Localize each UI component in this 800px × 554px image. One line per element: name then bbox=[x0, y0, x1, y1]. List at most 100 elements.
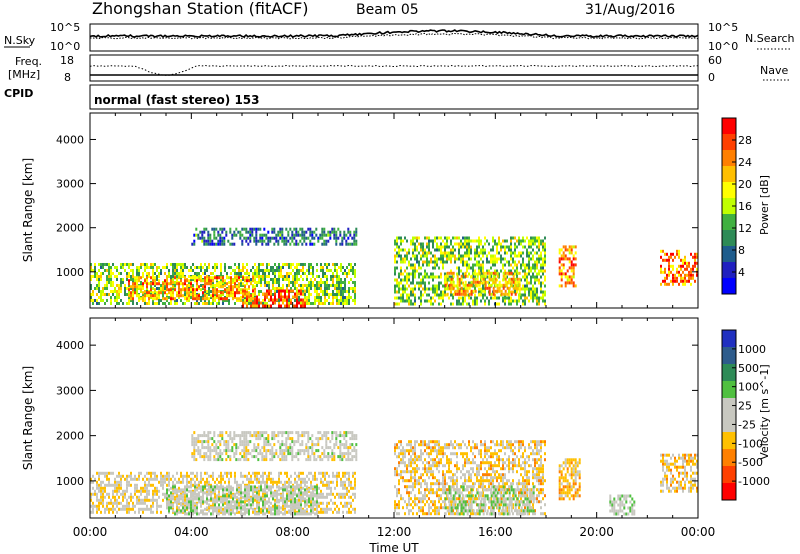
heatmap-cell bbox=[502, 263, 504, 267]
heatmap-cell bbox=[456, 289, 459, 293]
heatmap-cell bbox=[136, 302, 138, 305]
heatmap-cell bbox=[254, 304, 256, 308]
heatmap-cell bbox=[286, 287, 288, 290]
heatmap-cell bbox=[215, 446, 218, 450]
heatmap-cell bbox=[238, 501, 240, 505]
heatmap-cell bbox=[116, 266, 118, 269]
heatmap-cell bbox=[333, 236, 336, 240]
heatmap-cell bbox=[228, 506, 230, 510]
heatmap-cell bbox=[464, 254, 466, 258]
heatmap-cell bbox=[400, 254, 402, 258]
heatmap-cell bbox=[282, 485, 284, 489]
heatmap-cell bbox=[208, 483, 210, 487]
heatmap-cell bbox=[204, 512, 206, 516]
heatmap-cell bbox=[350, 278, 352, 281]
heatmap-cell bbox=[316, 299, 318, 302]
heatmap-cell bbox=[272, 480, 274, 484]
heatmap-cell bbox=[426, 260, 428, 264]
heatmap-cell bbox=[470, 257, 472, 261]
heatmap-cell bbox=[268, 497, 270, 501]
heatmap-cell bbox=[106, 299, 108, 302]
heatmap-cell bbox=[278, 500, 280, 504]
heatmap-cell bbox=[278, 272, 280, 275]
heatmap-cell bbox=[446, 278, 448, 282]
heatmap-cell bbox=[348, 471, 350, 475]
heatmap-cell bbox=[274, 292, 276, 296]
heatmap-cell bbox=[492, 236, 494, 240]
heatmap-cell bbox=[224, 266, 226, 269]
heatmap-cell bbox=[468, 302, 470, 306]
heatmap-cell bbox=[448, 277, 451, 281]
heatmap-cell bbox=[312, 485, 314, 489]
heatmap-cell bbox=[166, 297, 168, 301]
heatmap-cell bbox=[502, 239, 504, 243]
heatmap-cell bbox=[178, 296, 180, 299]
heatmap-cell bbox=[456, 266, 458, 270]
heatmap-cell bbox=[214, 492, 216, 496]
heatmap-cell bbox=[270, 506, 272, 510]
heatmap-cell bbox=[486, 271, 489, 275]
heatmap-cell bbox=[263, 227, 266, 231]
heatmap-cell bbox=[144, 266, 146, 269]
heatmap-cell bbox=[432, 275, 434, 279]
heatmap-cell bbox=[686, 261, 688, 265]
heatmap-cell bbox=[92, 299, 94, 302]
heatmap-cell bbox=[668, 267, 670, 271]
nsky-line bbox=[89, 29, 699, 39]
heatmap-cell bbox=[193, 437, 196, 441]
heatmap-cell bbox=[234, 302, 236, 305]
heatmap-cell bbox=[474, 272, 476, 276]
heatmap-cell bbox=[209, 437, 212, 441]
heatmap-cell bbox=[448, 251, 450, 255]
heatmap-cell bbox=[568, 245, 571, 249]
heatmap-cell bbox=[146, 486, 148, 490]
heatmap-cell bbox=[314, 302, 316, 305]
heatmap-cell bbox=[292, 503, 294, 507]
heatmap-cell bbox=[420, 296, 422, 300]
heatmap-cell bbox=[230, 495, 232, 499]
heatmap-cell bbox=[296, 292, 298, 296]
heatmap-cell bbox=[302, 263, 304, 266]
heatmap-cell bbox=[222, 285, 224, 289]
heatmap-cell bbox=[496, 296, 498, 300]
heatmap-cell bbox=[310, 512, 312, 516]
heatmap-cell bbox=[332, 299, 334, 302]
heatmap-cell bbox=[231, 233, 234, 237]
heatmap-cell bbox=[538, 299, 540, 303]
heatmap-cell bbox=[412, 254, 414, 258]
heatmap-cell bbox=[110, 483, 112, 487]
heatmap-cell bbox=[544, 302, 546, 306]
heatmap-cell bbox=[331, 227, 334, 231]
heatmap-cell bbox=[538, 272, 540, 276]
heatmap-cell bbox=[452, 271, 455, 275]
heatmap-cell bbox=[294, 299, 296, 302]
heatmap-cell bbox=[338, 471, 340, 475]
heatmap-cell bbox=[255, 236, 258, 240]
heatmap-cell bbox=[336, 275, 338, 278]
heatmap-cell bbox=[318, 302, 320, 305]
heatmap-cell bbox=[164, 266, 166, 269]
heatmap-cell bbox=[230, 276, 232, 280]
heatmap-cell bbox=[180, 474, 182, 478]
heatmap-cell bbox=[492, 277, 495, 281]
heatmap-cell bbox=[514, 277, 517, 281]
heatmap-cell bbox=[284, 295, 286, 299]
heatmap-cell bbox=[192, 506, 194, 510]
heatmap-cell bbox=[120, 263, 122, 266]
heatmap-cell bbox=[231, 236, 234, 240]
heatmap-cell bbox=[498, 286, 501, 290]
heatmap-cell bbox=[120, 492, 122, 496]
heatmap-cell bbox=[166, 494, 168, 498]
heatmap-cell bbox=[258, 489, 260, 493]
heatmap-cell bbox=[322, 474, 324, 478]
heatmap-cell bbox=[228, 503, 230, 507]
heatmap-cell bbox=[300, 292, 302, 296]
heatmap-cell bbox=[124, 495, 126, 499]
heatmap-cell bbox=[414, 284, 416, 288]
heatmap-cell bbox=[414, 266, 416, 270]
heatmap-cell bbox=[226, 497, 228, 501]
heatmap-cell bbox=[220, 282, 222, 286]
heatmap-cell bbox=[274, 498, 276, 502]
heatmap-cell bbox=[494, 239, 496, 243]
heatmap-cell bbox=[406, 266, 408, 270]
